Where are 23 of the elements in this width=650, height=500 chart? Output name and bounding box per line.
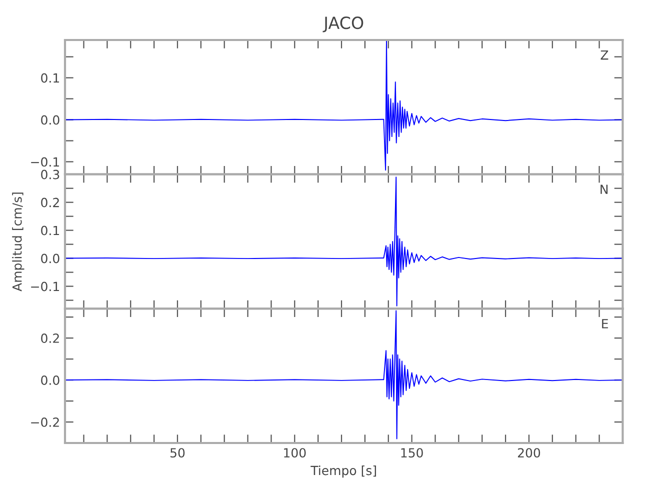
line-series — [65, 176, 623, 306]
y-tick-label: 0.1 — [41, 226, 59, 236]
x-tick-label: 200 — [518, 448, 540, 458]
x-tick-label: 150 — [401, 448, 423, 458]
y-tick-label: −0.2 — [31, 417, 59, 427]
y-tick-label: −0.1 — [31, 157, 59, 167]
y-tick-label: 0.2 — [41, 334, 59, 343]
annotation: Z — [600, 50, 608, 60]
y-tick-label: 0.0 — [41, 254, 60, 264]
y-tick-label: 0.0 — [41, 376, 60, 385]
y-tick-label: 0.2 — [41, 198, 59, 208]
chart-title: JACO — [322, 16, 364, 32]
y-tick-label: 0.0 — [41, 115, 60, 125]
line-series — [65, 310, 623, 440]
x-axis-title: Tiempo [s] — [310, 466, 376, 478]
annotation: E — [602, 319, 608, 328]
x-tick-label: 100 — [284, 448, 306, 458]
y-axis-title: Amplitud [cm/s] — [12, 192, 24, 292]
y-tick-label: 0.1 — [41, 73, 59, 83]
y-tick-label: 0.3 — [41, 170, 60, 180]
annotation: N — [600, 184, 608, 194]
x-tick-label: 50 — [170, 448, 185, 458]
y-tick-label: −0.1 — [31, 282, 59, 292]
